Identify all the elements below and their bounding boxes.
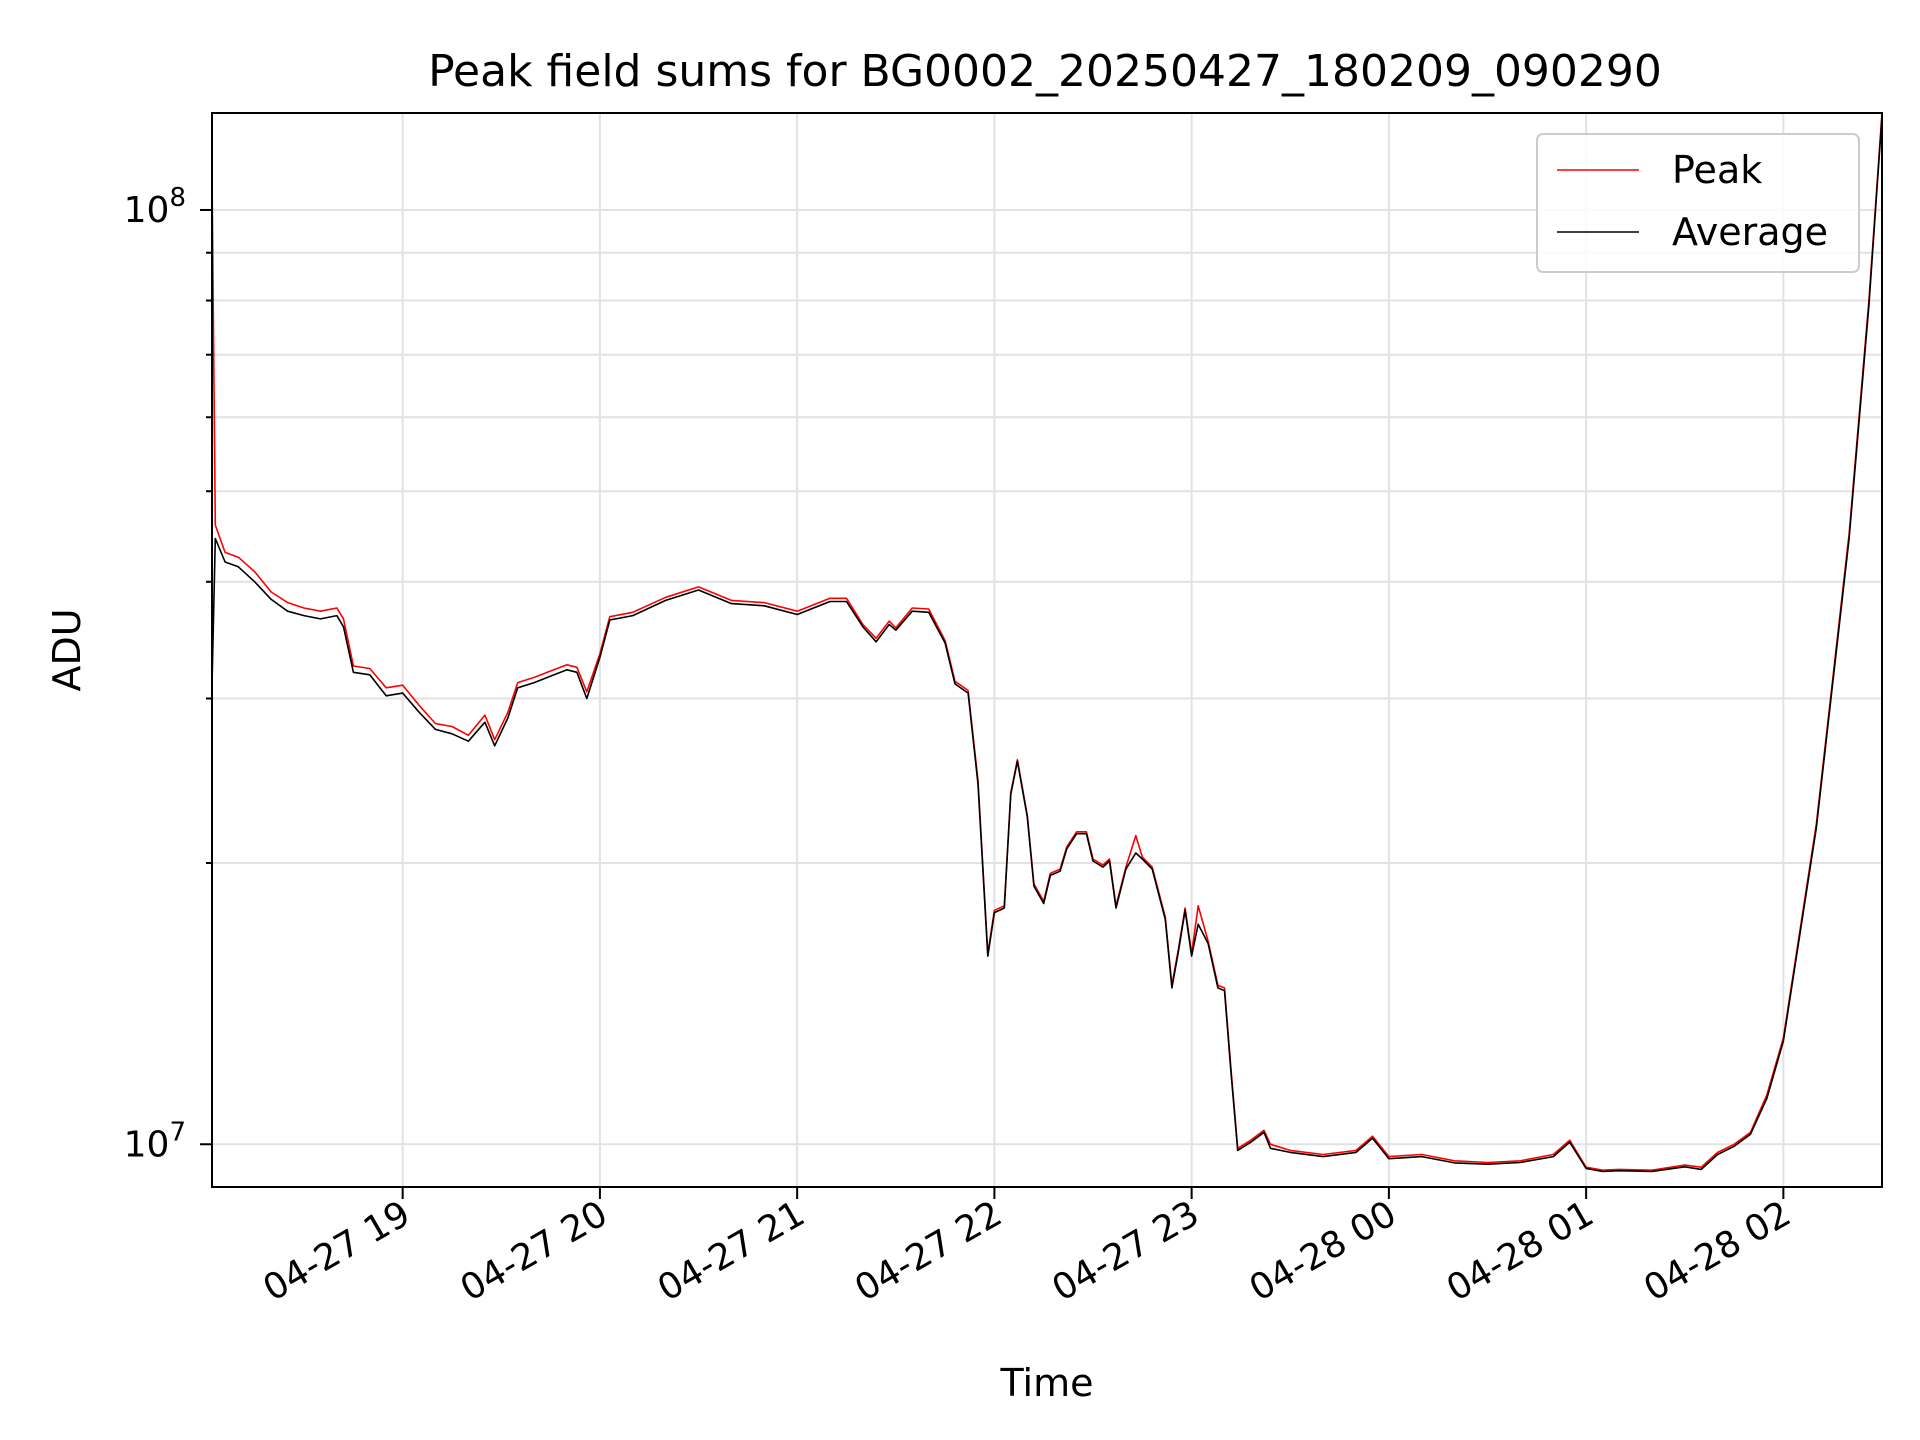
plot-frame (211, 112, 1883, 1188)
x-tick-label: 04-28 01 (1440, 1193, 1601, 1309)
x-tick-label: 04-28 00 (1243, 1193, 1404, 1309)
y-tick-base: 10 (124, 1124, 170, 1165)
series-line-average (212, 116, 1882, 1173)
y-tick-exponent: 8 (169, 183, 186, 213)
y-tick-label: 107 (124, 1117, 186, 1165)
x-tick-label: 04-27 22 (848, 1193, 1009, 1309)
legend-label-peak: Peak (1672, 148, 1762, 192)
y-tick-label: 108 (124, 183, 186, 231)
x-tick-label: 04-27 19 (256, 1193, 417, 1309)
legend: Peak Average (1536, 133, 1860, 273)
x-tick-label: 04-28 02 (1637, 1193, 1798, 1309)
grid-lines (212, 113, 1882, 1187)
x-tick-label: 04-27 23 (1045, 1193, 1206, 1309)
legend-label-average: Average (1672, 210, 1828, 254)
x-tick-label: 04-27 20 (454, 1193, 615, 1309)
y-tick-exponent: 7 (169, 1117, 186, 1147)
plot-series (212, 113, 1882, 1173)
x-axis-label: Time (1000, 1361, 1094, 1405)
legend-box (1536, 133, 1860, 273)
y-tick-base: 10 (124, 190, 170, 231)
axis-ticks: 04-27 19 04-27 20 04-27 21 04-27 22 04-27 23… (124, 183, 1798, 1310)
x-tick-label: 04-27 21 (651, 1193, 812, 1309)
chart-title: Peak field sums for BG0002_20250427_1802… (428, 46, 1662, 97)
y-axis-label: ADU (45, 608, 89, 691)
